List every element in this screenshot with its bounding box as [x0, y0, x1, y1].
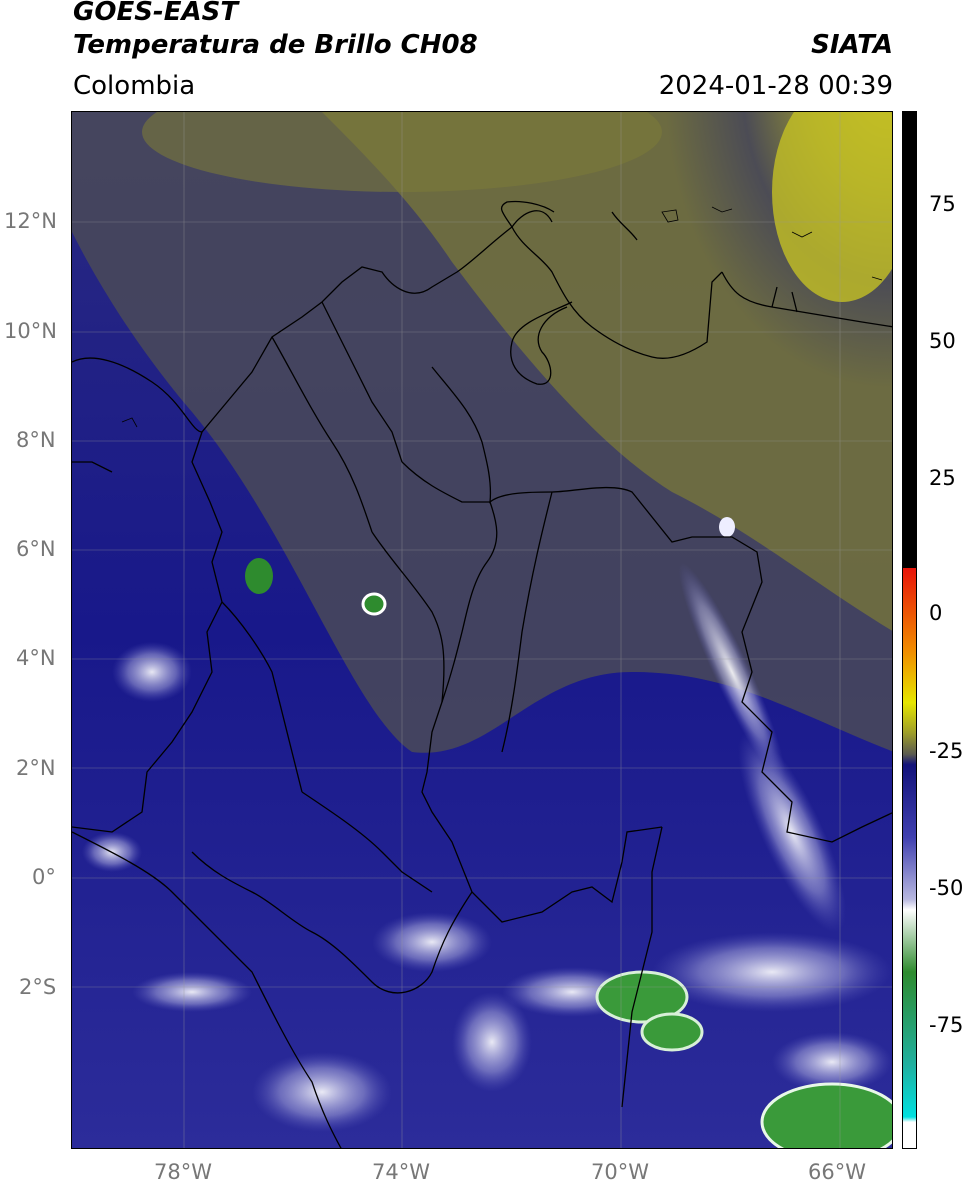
lon-tick: 66°W — [808, 1160, 866, 1184]
lat-tick: 10°N — [4, 319, 57, 343]
colorbar-tick: 0 — [929, 601, 943, 625]
colorbar-tick: -25 — [929, 739, 964, 763]
lat-tick: 0° — [32, 865, 56, 889]
colorbar-tick: 75 — [929, 192, 956, 216]
lat-tick: 12°N — [4, 209, 57, 233]
colorbar-tick: -75 — [929, 1013, 964, 1037]
lon-tick: 70°W — [591, 1160, 649, 1184]
colorbar-tick: 25 — [929, 466, 956, 490]
colorbar-tick: 50 — [929, 329, 956, 353]
satellite-title: GOES-EAST — [73, 0, 239, 27]
graticule — [72, 112, 892, 1148]
datetime-label: 2024-01-28 00:39 — [658, 71, 893, 101]
cold-cloud-tops — [245, 517, 892, 1148]
satellite-map[interactable] — [71, 111, 893, 1149]
lat-tick: 6°N — [16, 537, 56, 561]
product-title: Temperatura de Brillo CH08 — [73, 30, 478, 60]
brand-label: SIATA — [811, 30, 893, 60]
colorbar — [902, 111, 917, 1149]
lat-tick: 8°N — [16, 428, 56, 452]
region-label: Colombia — [73, 71, 196, 101]
islands — [121, 206, 883, 428]
lon-tick: 74°W — [372, 1160, 430, 1184]
borders — [72, 200, 892, 1148]
colorbar-tick: -50 — [929, 876, 964, 900]
lon-tick: 78°W — [154, 1160, 212, 1184]
lat-tick: 2°N — [16, 756, 56, 780]
lat-tick: 2°S — [19, 975, 57, 999]
map-image — [72, 112, 892, 1148]
lat-tick: 4°N — [16, 646, 56, 670]
